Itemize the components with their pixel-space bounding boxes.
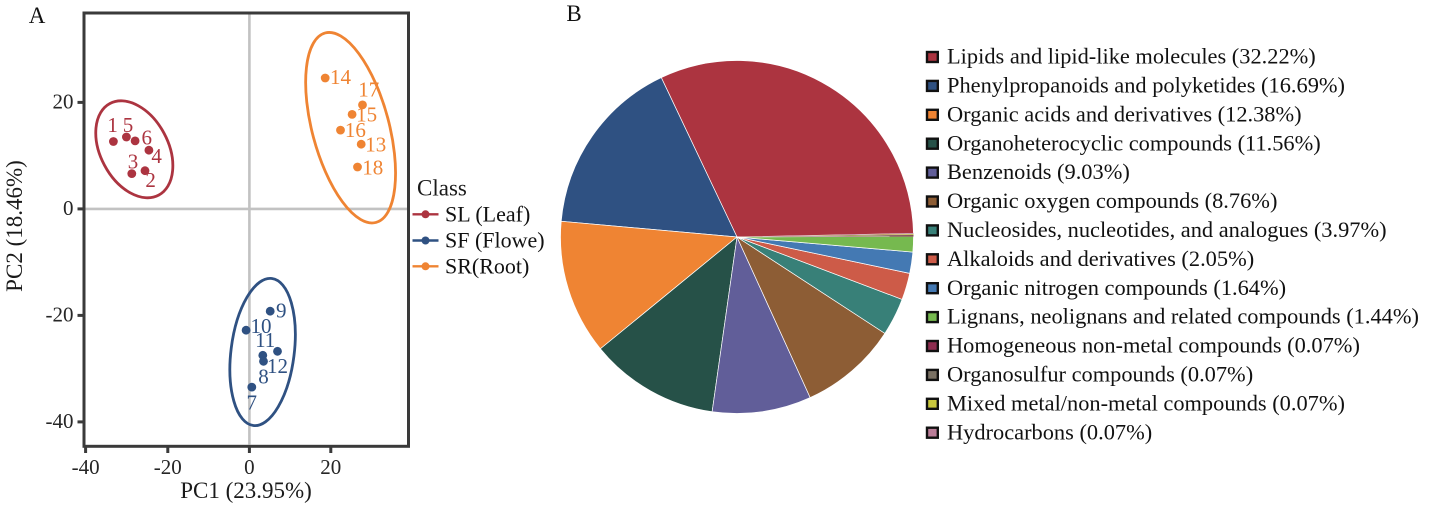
svg-text:SL (Leaf): SL (Leaf) (445, 201, 530, 226)
svg-text:16: 16 (345, 118, 366, 142)
svg-text:B: B (566, 1, 581, 26)
svg-text:7: 7 (247, 391, 258, 415)
svg-text:4: 4 (151, 144, 162, 168)
svg-text:14: 14 (330, 65, 352, 89)
svg-text:-40: -40 (46, 409, 74, 433)
svg-text:9: 9 (276, 299, 287, 323)
svg-text:20: 20 (53, 89, 74, 113)
svg-text:18: 18 (362, 155, 383, 179)
svg-text:Nucleosides, nucleotides, and: Nucleosides, nucleotides, and analogues … (947, 217, 1387, 242)
svg-text:13: 13 (365, 133, 386, 157)
svg-text:10: 10 (251, 314, 272, 338)
svg-text:Class: Class (417, 175, 467, 200)
svg-text:Lignans, neolignans and relate: Lignans, neolignans and related compound… (947, 304, 1419, 329)
svg-text:0: 0 (63, 196, 74, 220)
svg-text:SF (Flowe): SF (Flowe) (445, 228, 545, 253)
svg-text:Organic acids and derivatives: Organic acids and derivatives (12.38%) (947, 101, 1302, 126)
svg-text:Phenylpropanoids and polyketid: Phenylpropanoids and polyketides (16.69%… (947, 73, 1345, 98)
svg-text:PC2 (18.46%): PC2 (18.46%) (2, 160, 27, 292)
svg-text:2: 2 (145, 168, 156, 192)
svg-text:-20: -20 (154, 455, 182, 479)
svg-text:Organic nitrogen compounds (1.: Organic nitrogen compounds (1.64%) (947, 275, 1286, 300)
svg-text:17: 17 (358, 78, 379, 102)
svg-text:Mixed metal/non-metal compound: Mixed metal/non-metal compounds (0.07%) (947, 390, 1345, 415)
svg-text:1: 1 (107, 113, 118, 137)
svg-text:Hydrocarbons (0.07%): Hydrocarbons (0.07%) (947, 419, 1152, 444)
svg-text:Benzenoids (9.03%): Benzenoids (9.03%) (947, 159, 1130, 184)
svg-text:8: 8 (258, 365, 269, 389)
svg-text:Alkaloids and derivatives (2.0: Alkaloids and derivatives (2.05%) (947, 246, 1254, 271)
svg-text:A: A (29, 3, 46, 28)
svg-text:-20: -20 (46, 302, 74, 326)
svg-text:6: 6 (142, 126, 153, 150)
svg-text:20: 20 (320, 455, 341, 479)
svg-text:-40: -40 (72, 455, 100, 479)
svg-text:PC1 (23.95%): PC1 (23.95%) (180, 478, 312, 503)
svg-text:15: 15 (356, 102, 377, 126)
svg-text:Homogeneous non-metal compound: Homogeneous non-metal compounds (0.07%) (947, 333, 1360, 358)
svg-text:5: 5 (123, 113, 134, 137)
svg-text:0: 0 (244, 455, 255, 479)
svg-text:SR(Root): SR(Root) (445, 253, 529, 278)
svg-text:12: 12 (267, 354, 288, 378)
svg-text:Lipids and lipid-like molecule: Lipids and lipid-like molecules (32.22%) (947, 44, 1316, 69)
svg-text:3: 3 (128, 149, 139, 173)
svg-text:Organoheterocyclic compounds (: Organoheterocyclic compounds (11.56%) (947, 130, 1321, 155)
svg-text:Organosulfur compounds (0.07%): Organosulfur compounds (0.07%) (947, 362, 1253, 387)
svg-text:Organic oxygen compounds (8.76: Organic oxygen compounds (8.76%) (947, 188, 1277, 213)
svg-text:11: 11 (255, 328, 275, 352)
